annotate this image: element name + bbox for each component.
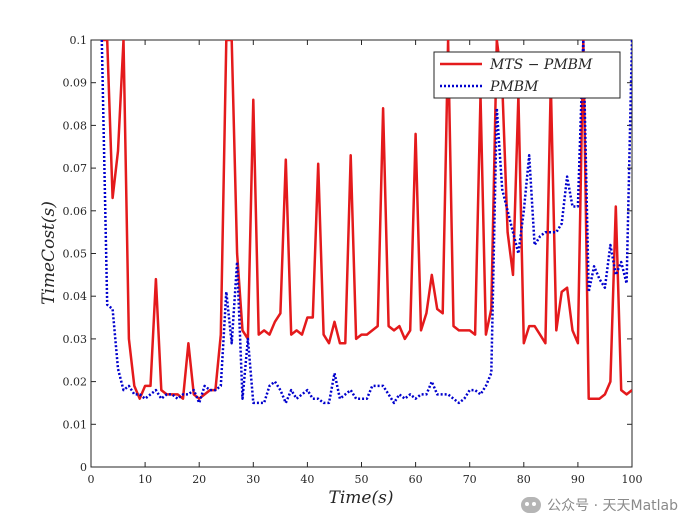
x-tick-label: 100 [622, 473, 643, 486]
x-tick-label: 90 [571, 473, 585, 486]
x-tick-label: 40 [300, 473, 314, 486]
x-tick-label: 30 [246, 473, 260, 486]
x-tick-label: 80 [517, 473, 531, 486]
x-tick-label: 70 [463, 473, 477, 486]
series-line-mts-pmbm [101, 40, 632, 400]
y-tick-label: 0.02 [63, 376, 88, 389]
y-tick-label: 0.03 [63, 333, 88, 346]
x-tick-label: 50 [355, 473, 369, 486]
legend-box [433, 51, 621, 99]
legend: MTS − PMBM PMBM [433, 51, 621, 99]
series-line-pmbm [100, 40, 632, 405]
x-tick-label: 20 [192, 473, 206, 486]
watermark: 公众号 · 天天Matlab [521, 495, 678, 515]
y-tick-label: 0.09 [63, 77, 88, 90]
x-tick-label: 60 [409, 473, 423, 486]
legend-label-mts-pmbm: MTS − PMBM [489, 57, 593, 73]
y-tick-label: 0.07 [63, 162, 88, 175]
x-tick-label: 0 [88, 473, 95, 486]
watermark-text: 公众号 · 天天Matlab [547, 498, 678, 514]
y-tick-label: 0.01 [63, 418, 88, 431]
y-tick-label: 0.08 [63, 119, 88, 132]
x-axis-label: Time(s) [329, 488, 394, 508]
x-tick-label: 10 [138, 473, 152, 486]
y-tick-label: 0.05 [63, 248, 88, 261]
wechat-icon [521, 497, 542, 513]
y-axis-label: TimeCost(s) [39, 201, 59, 305]
y-tick-label: 0 [80, 461, 87, 474]
y-tick-label: 0.04 [63, 290, 88, 303]
y-tick-label: 0.06 [63, 205, 88, 218]
legend-label-pmbm: PMBM [489, 79, 539, 95]
y-tick-label: 0.1 [70, 34, 88, 47]
